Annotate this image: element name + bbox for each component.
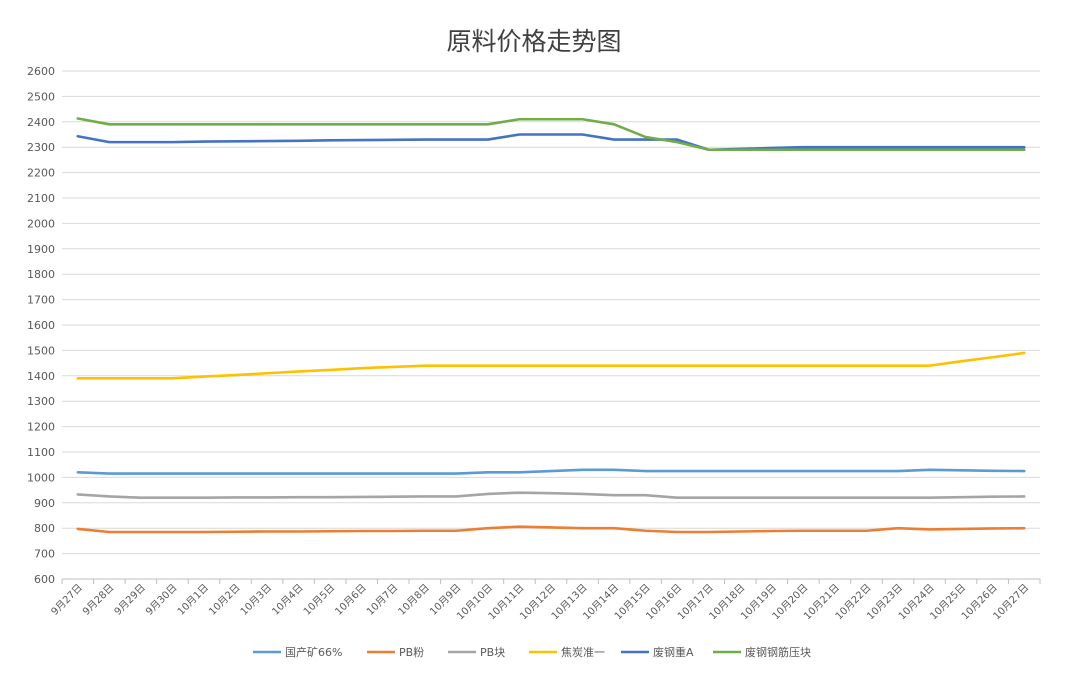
x-tick-label: 9月28日 <box>80 582 116 618</box>
y-tick-label: 1700 <box>27 294 55 307</box>
legend-label: PB块 <box>480 646 505 659</box>
gridlines <box>62 70 1040 555</box>
x-tick-label: 10月4日 <box>270 582 306 618</box>
legend-label: 国产矿66% <box>285 645 342 659</box>
y-tick-label: 2000 <box>27 217 55 230</box>
x-tick-label: 10月7日 <box>364 582 400 618</box>
y-tick-label: 1900 <box>27 243 55 256</box>
x-tick-label: 10月1日 <box>175 582 211 618</box>
y-tick-label: 1300 <box>27 395 55 408</box>
y-tick-label: 2600 <box>27 65 55 78</box>
chart-title: 原料价格走势图 <box>446 27 621 56</box>
y-tick-label: 800 <box>34 522 55 535</box>
y-tick-label: 1100 <box>27 446 55 459</box>
x-tick-label: 10月6日 <box>333 582 369 618</box>
y-tick-label: 1600 <box>27 319 55 332</box>
x-tick-label: 10月5日 <box>301 582 337 618</box>
y-tick-label: 1800 <box>27 268 55 281</box>
y-tick-label: 600 <box>34 573 55 586</box>
y-tick-label: 1200 <box>27 421 55 434</box>
y-tick-label: 1500 <box>27 344 55 357</box>
series-line <box>76 468 1026 475</box>
series-line <box>76 525 1026 534</box>
x-axis: 9月27日9月28日9月29日9月30日10月1日10月2日10月3日10月4日… <box>49 578 1041 622</box>
x-tick-label: 9月30日 <box>143 582 179 618</box>
series-line <box>76 133 1026 152</box>
x-tick-label: 10月3日 <box>238 582 274 618</box>
x-tick-label: 9月29日 <box>112 582 148 618</box>
series-line <box>76 117 1026 152</box>
legend-label: PB粉 <box>399 646 424 659</box>
y-tick-label: 1400 <box>27 370 55 383</box>
series-lines <box>76 117 1026 534</box>
legend-label: 废钢重A <box>653 645 694 659</box>
x-tick-label: 10月2日 <box>207 582 243 618</box>
y-tick-label: 700 <box>34 548 55 561</box>
y-tick-label: 1000 <box>27 471 55 484</box>
legend: 国产矿66% PB粉 PB块 焦炭准一 废钢重A 废钢钢筋压块 <box>253 645 811 659</box>
y-axis-ticks: 600 700 800 900 1000 1100 1200 1300 1400 1500 1600… <box>27 65 55 586</box>
legend-label: 废钢钢筋压块 <box>745 645 811 659</box>
y-tick-label: 2400 <box>27 116 55 129</box>
x-tick-label: 10月8日 <box>396 582 432 618</box>
y-tick-label: 2200 <box>27 167 55 180</box>
series-line <box>76 351 1026 380</box>
y-tick-label: 2500 <box>27 90 55 103</box>
y-tick-label: 2100 <box>27 192 55 205</box>
series-line <box>76 491 1026 500</box>
y-tick-label: 2300 <box>27 141 55 154</box>
legend-label: 焦炭准一 <box>561 646 605 659</box>
x-tick-label: 9月27日 <box>49 582 85 618</box>
y-tick-label: 900 <box>34 497 55 510</box>
